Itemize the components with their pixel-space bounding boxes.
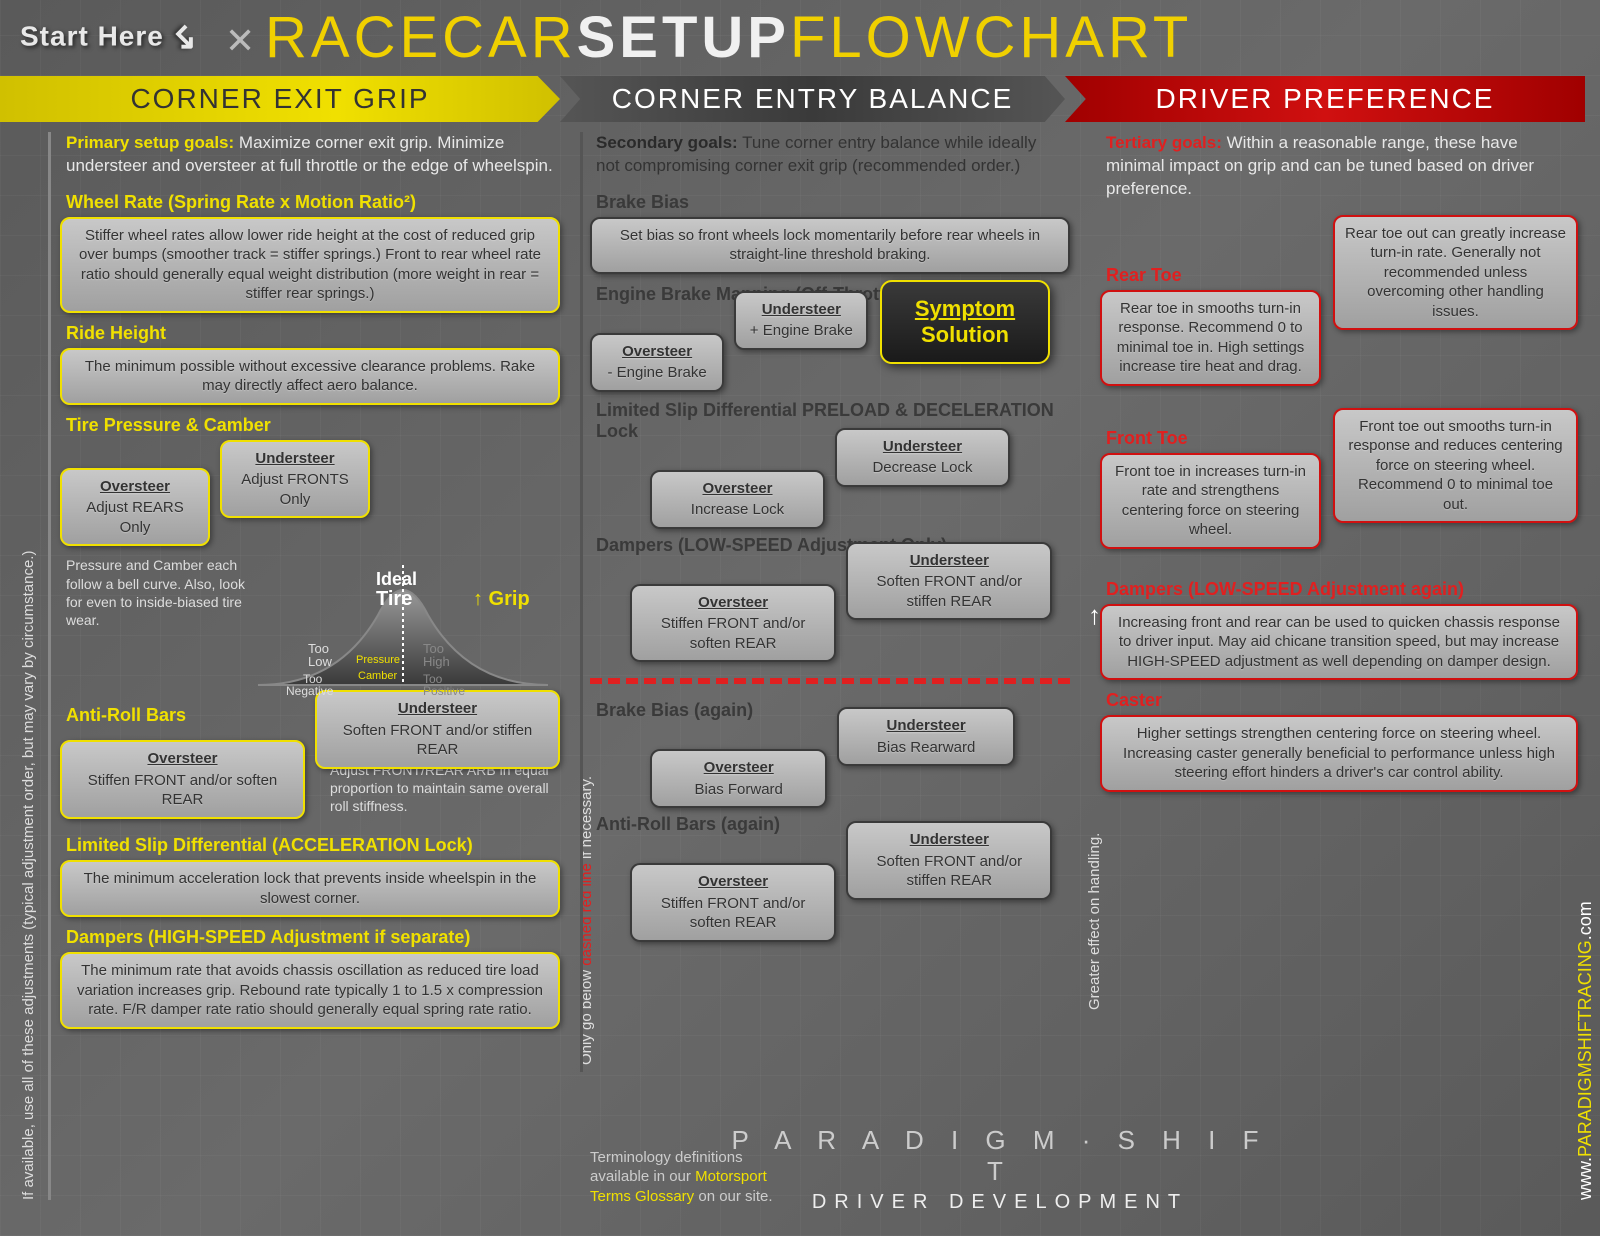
secondary-goals: Secondary goals: Tune corner entry balan… [590, 132, 1070, 178]
tire-note: Pressure and Camber each follow a bell c… [66, 556, 246, 629]
eb-understeer-box: Understeer+ Engine Brake [734, 291, 868, 350]
column-entry-balance: Secondary goals: Tune corner entry balan… [590, 132, 1070, 918]
column-header-exit-grip: CORNER EXIT GRIP [0, 76, 560, 122]
arb-note: Adjust FRONT/REAR ARB in equal proportio… [330, 761, 560, 816]
arb2-oversteer-box: OversteerStiffen FRONT and/or soften REA… [630, 863, 836, 942]
bb2-oversteer-box: OversteerBias Forward [650, 749, 827, 808]
tertiary-goals: Tertiary goals: Within a reasonable rang… [1100, 132, 1578, 201]
primary-goals: Primary setup goals: Maximize corner exi… [60, 132, 560, 178]
footer-logo: P A R A D I G M · S H I F T DRIVER DEVEL… [720, 1125, 1280, 1214]
svg-text:High: High [423, 654, 450, 669]
start-here-label: Start Here↵ [20, 18, 197, 58]
site-url: www.PARADIGMSHIFTRACING.com [1575, 901, 1596, 1200]
tire-oversteer-box: OversteerAdjust REARS Only [60, 468, 210, 547]
eb-oversteer-box: Oversteer- Engine Brake [590, 333, 724, 392]
tire-understeer-box: UndersteerAdjust FRONTS Only [220, 440, 370, 519]
dls-oversteer-box: OversteerStiffen FRONT and/or soften REA… [630, 584, 836, 663]
svg-text:Pressure: Pressure [356, 654, 400, 666]
dampers-hs-title: Dampers (HIGH-SPEED Adjustment if separa… [66, 927, 560, 948]
lsd-understeer-box: UndersteerDecrease Lock [835, 428, 1010, 487]
lsd-accel-box: The minimum acceleration lock that preve… [60, 860, 560, 917]
front-toe-out-box: Front toe out smooths turn-in response a… [1333, 408, 1578, 524]
bell-curve-diagram: Ideal Tire ↑ Grip TooLow TooHigh TooNega… [248, 555, 558, 705]
front-toe-title: Front Toe [1106, 428, 1321, 449]
ride-height-box: The minimum possible without excessive c… [60, 348, 560, 405]
column-header-driver-pref: DRIVER PREFERENCE [1065, 76, 1585, 122]
red-divider [590, 678, 1070, 684]
rear-toe-title: Rear Toe [1106, 265, 1321, 286]
dls-understeer-box: UndersteerSoften FRONT and/or stiffen RE… [846, 542, 1052, 621]
svg-text:↑ Grip: ↑ Grip [473, 588, 530, 610]
ride-height-title: Ride Height [66, 323, 560, 344]
svg-text:Tire: Tire [376, 588, 412, 610]
caster-box: Higher settings strengthen centering for… [1100, 715, 1578, 792]
svg-text:Low: Low [308, 654, 332, 669]
arb-oversteer-box: OversteerStiffen FRONT and/or soften REA… [60, 740, 305, 819]
svg-text:Positive: Positive [423, 684, 465, 698]
main-title: RACECARSETUPFLOWCHART [265, 4, 1580, 71]
wrench-icon: ✕ [225, 20, 255, 62]
rear-toe-out-box: Rear toe out can greatly increase turn-i… [1333, 215, 1578, 331]
side-note-left: If available, use all of these adjustmen… [20, 551, 37, 1200]
bb2-understeer-box: UndersteerBias Rearward [837, 707, 1014, 766]
dampers-hs-box: The minimum rate that avoids chassis osc… [60, 952, 560, 1029]
brake-bias-title: Brake Bias [596, 192, 1070, 213]
greater-effect-arrow-icon: ↑ [1088, 600, 1101, 631]
start-arrow-icon: ↵ [158, 13, 207, 62]
lsd-accel-title: Limited Slip Differential (ACCELERATION … [66, 835, 560, 856]
col2-spine [580, 132, 583, 1072]
brake-bias-box: Set bias so front wheels lock momentaril… [590, 217, 1070, 274]
dampers-ls-again-box: Increasing front and rear can be used to… [1100, 604, 1578, 681]
rear-toe-in-box: Rear toe in smooths turn-in response. Re… [1100, 290, 1321, 386]
svg-text:Negative: Negative [286, 684, 334, 698]
svg-text:Ideal: Ideal [376, 569, 417, 589]
side-note-right: Greater effect on handling. [1086, 833, 1103, 1010]
symptom-solution-key: Symptom Solution [880, 280, 1050, 364]
front-toe-in-box: Front toe in increases turn-in rate and … [1100, 453, 1321, 549]
wheel-rate-box: Stiffer wheel rates allow lower ride hei… [60, 217, 560, 313]
column-header-entry-balance: CORNER ENTRY BALANCE [560, 76, 1065, 122]
arb2-understeer-box: UndersteerSoften FRONT and/or stiffen RE… [846, 821, 1052, 900]
svg-text:Camber: Camber [358, 670, 397, 682]
caster-title: Caster [1106, 690, 1578, 711]
wheel-rate-title: Wheel Rate (Spring Rate x Motion Ratio²) [66, 192, 560, 213]
tire-pressure-title: Tire Pressure & Camber [66, 415, 560, 436]
lsd-oversteer-box: OversteerIncrease Lock [650, 470, 825, 529]
dampers-ls-again-title: Dampers (LOW-SPEED Adjustment again) [1106, 579, 1578, 600]
col1-spine [48, 132, 51, 1200]
column-driver-pref: Tertiary goals: Within a reasonable rang… [1100, 132, 1578, 792]
